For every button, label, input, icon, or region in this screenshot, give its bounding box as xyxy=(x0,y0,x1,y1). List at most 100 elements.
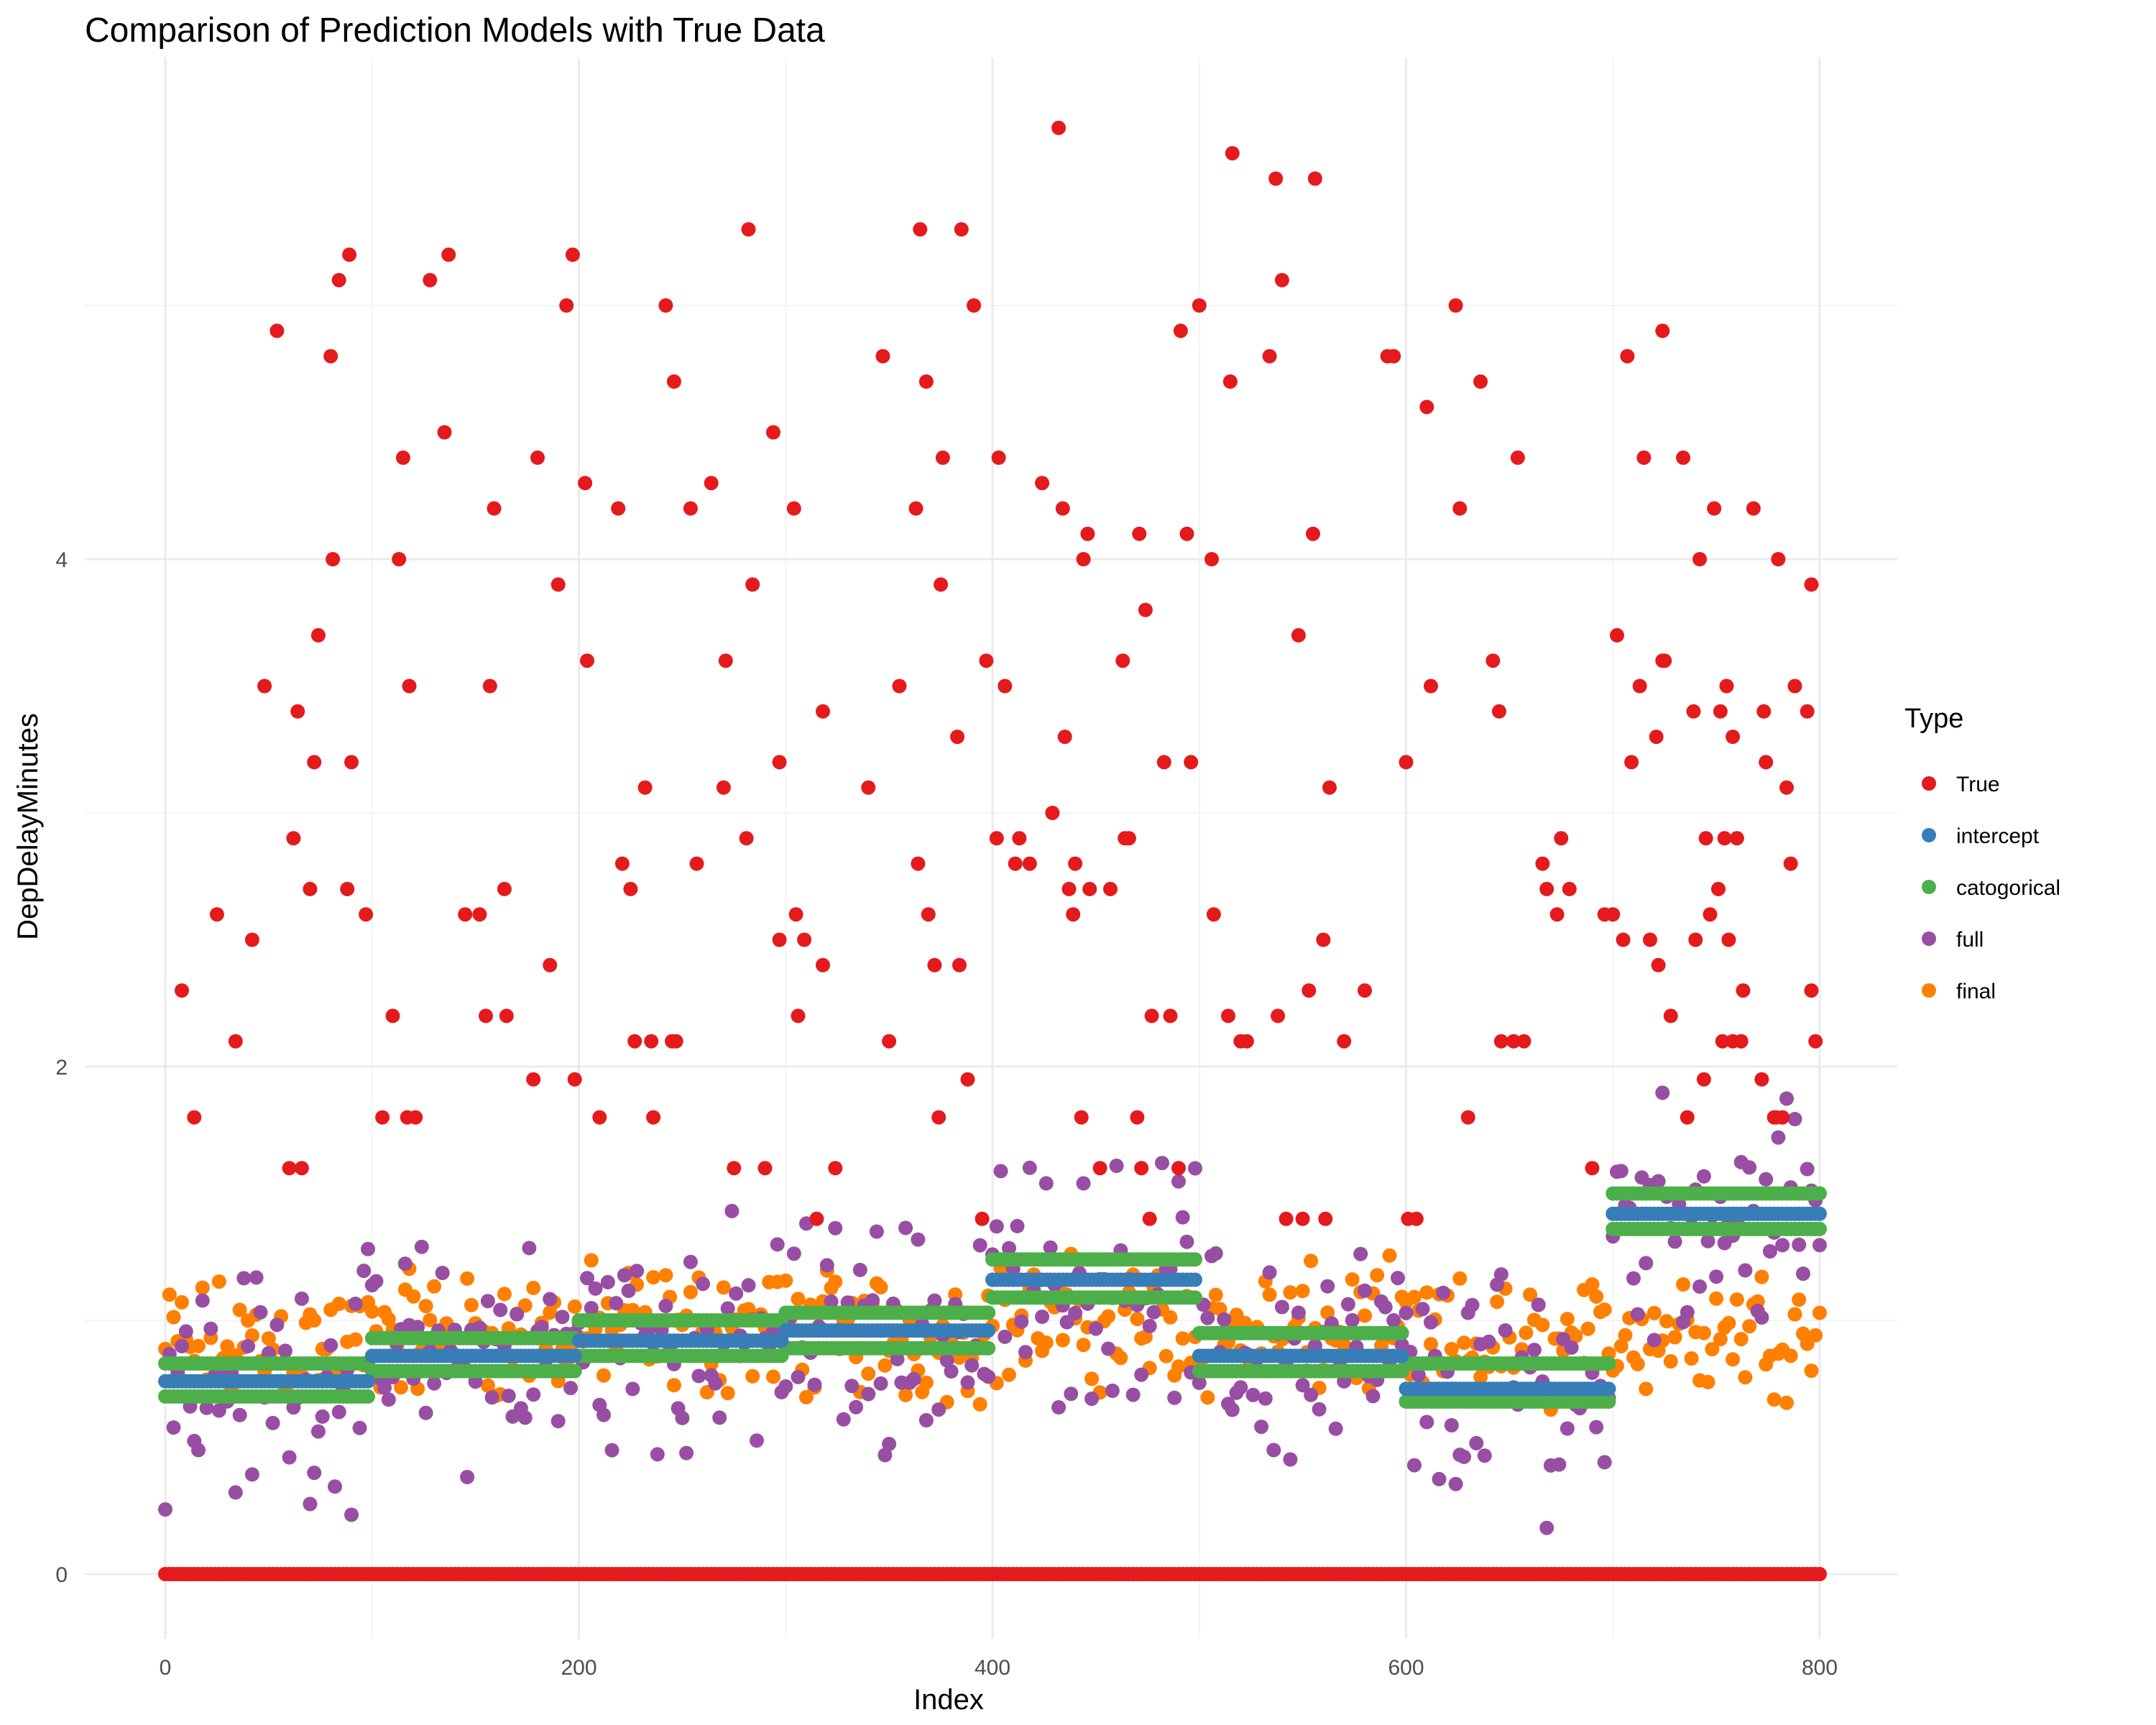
full-point xyxy=(696,1276,711,1292)
full-point xyxy=(828,1220,843,1236)
true-point xyxy=(1676,450,1691,465)
true-point xyxy=(913,222,928,237)
full-point xyxy=(584,1301,599,1315)
full-point xyxy=(303,1496,318,1512)
full-point xyxy=(1419,1414,1434,1430)
y-tick-label: 2 xyxy=(55,1056,68,1080)
true-point xyxy=(1657,653,1672,668)
full-point xyxy=(1531,1297,1546,1312)
full-point xyxy=(683,1254,698,1269)
catogorical-point xyxy=(981,1305,996,1320)
true-point xyxy=(1485,653,1501,668)
true-point xyxy=(1733,1034,1749,1049)
full-point xyxy=(1258,1391,1273,1406)
true-point xyxy=(1636,450,1651,465)
full-point xyxy=(1134,1367,1149,1382)
final-point xyxy=(1304,1254,1319,1269)
true-point xyxy=(1171,1161,1186,1176)
full-point xyxy=(1597,1455,1612,1470)
true-point xyxy=(1173,323,1188,339)
full-point xyxy=(1208,1246,1223,1261)
true-point xyxy=(1585,1161,1600,1176)
full-point xyxy=(658,1299,673,1313)
full-point xyxy=(484,1390,499,1405)
final-point xyxy=(1370,1268,1385,1283)
true-point xyxy=(1291,627,1306,643)
true-point xyxy=(1715,1034,1730,1049)
true-point xyxy=(326,552,341,566)
true-point xyxy=(1754,1072,1769,1087)
full-point xyxy=(964,1358,980,1373)
full-point xyxy=(724,1203,740,1218)
full-point xyxy=(1051,1400,1067,1414)
true-point xyxy=(1562,881,1577,896)
full-point xyxy=(691,1368,706,1384)
full-point xyxy=(418,1405,433,1420)
true-point xyxy=(559,298,574,313)
full-point xyxy=(1771,1130,1786,1145)
true-point xyxy=(1516,1034,1531,1049)
full-point xyxy=(331,1404,346,1420)
true-point xyxy=(934,577,949,592)
true-point xyxy=(816,704,830,719)
final-point xyxy=(1457,1335,1472,1351)
true-point xyxy=(340,881,355,896)
full-point xyxy=(1436,1285,1451,1300)
true-point xyxy=(209,907,224,922)
final-point xyxy=(1630,1356,1645,1371)
final-point xyxy=(1705,1342,1720,1357)
full-point xyxy=(1564,1340,1579,1355)
intercept-point xyxy=(1601,1381,1616,1397)
catogorical-point xyxy=(1601,1394,1616,1409)
true-point xyxy=(1080,526,1095,541)
true-point xyxy=(757,1161,773,1176)
full-point xyxy=(898,1220,913,1236)
full-point xyxy=(1630,1307,1645,1322)
full-point xyxy=(861,1386,876,1402)
true-point xyxy=(1302,983,1317,998)
true-point xyxy=(1066,907,1081,922)
catogorical-point xyxy=(1188,1252,1202,1267)
final-point xyxy=(175,1294,189,1310)
final-point xyxy=(1320,1305,1335,1320)
final-point xyxy=(1283,1285,1298,1300)
true-point xyxy=(1729,831,1744,846)
full-point xyxy=(1700,1233,1715,1248)
true-point xyxy=(408,1110,423,1125)
true-point xyxy=(1068,856,1083,871)
true-point xyxy=(1142,1211,1157,1226)
full-point xyxy=(911,1232,926,1247)
full-point xyxy=(918,1413,934,1427)
final-point xyxy=(1585,1277,1600,1292)
full-point xyxy=(1353,1246,1368,1261)
full-point xyxy=(890,1351,905,1366)
final-point xyxy=(791,1292,806,1307)
true-point xyxy=(979,653,994,668)
true-point xyxy=(927,957,942,972)
true-point xyxy=(658,298,673,313)
final-point xyxy=(195,1280,210,1295)
full-point xyxy=(1217,1312,1232,1327)
true-point xyxy=(1632,678,1647,694)
final-point xyxy=(1113,1351,1128,1366)
catogorical-point xyxy=(1601,1356,1616,1371)
true-point xyxy=(1787,678,1802,694)
true-point xyxy=(989,831,1004,846)
true-point xyxy=(975,1211,990,1226)
true-point xyxy=(1624,755,1639,770)
final-point xyxy=(1812,1305,1827,1320)
true-point xyxy=(402,678,417,694)
final-point xyxy=(1597,1302,1612,1317)
full-point xyxy=(348,1297,363,1311)
full-point xyxy=(944,1364,959,1379)
true-point xyxy=(908,501,923,516)
true-point xyxy=(331,272,346,288)
y-axis-title: DepDelayMinutes xyxy=(12,713,44,940)
true-point xyxy=(828,1161,843,1176)
legend-title: Type xyxy=(1904,704,1963,734)
legend-key-intercept xyxy=(1922,828,1936,842)
final-point xyxy=(1700,1374,1715,1389)
full-point xyxy=(1043,1240,1058,1255)
true-point xyxy=(931,1110,946,1125)
full-point xyxy=(1626,1271,1641,1286)
